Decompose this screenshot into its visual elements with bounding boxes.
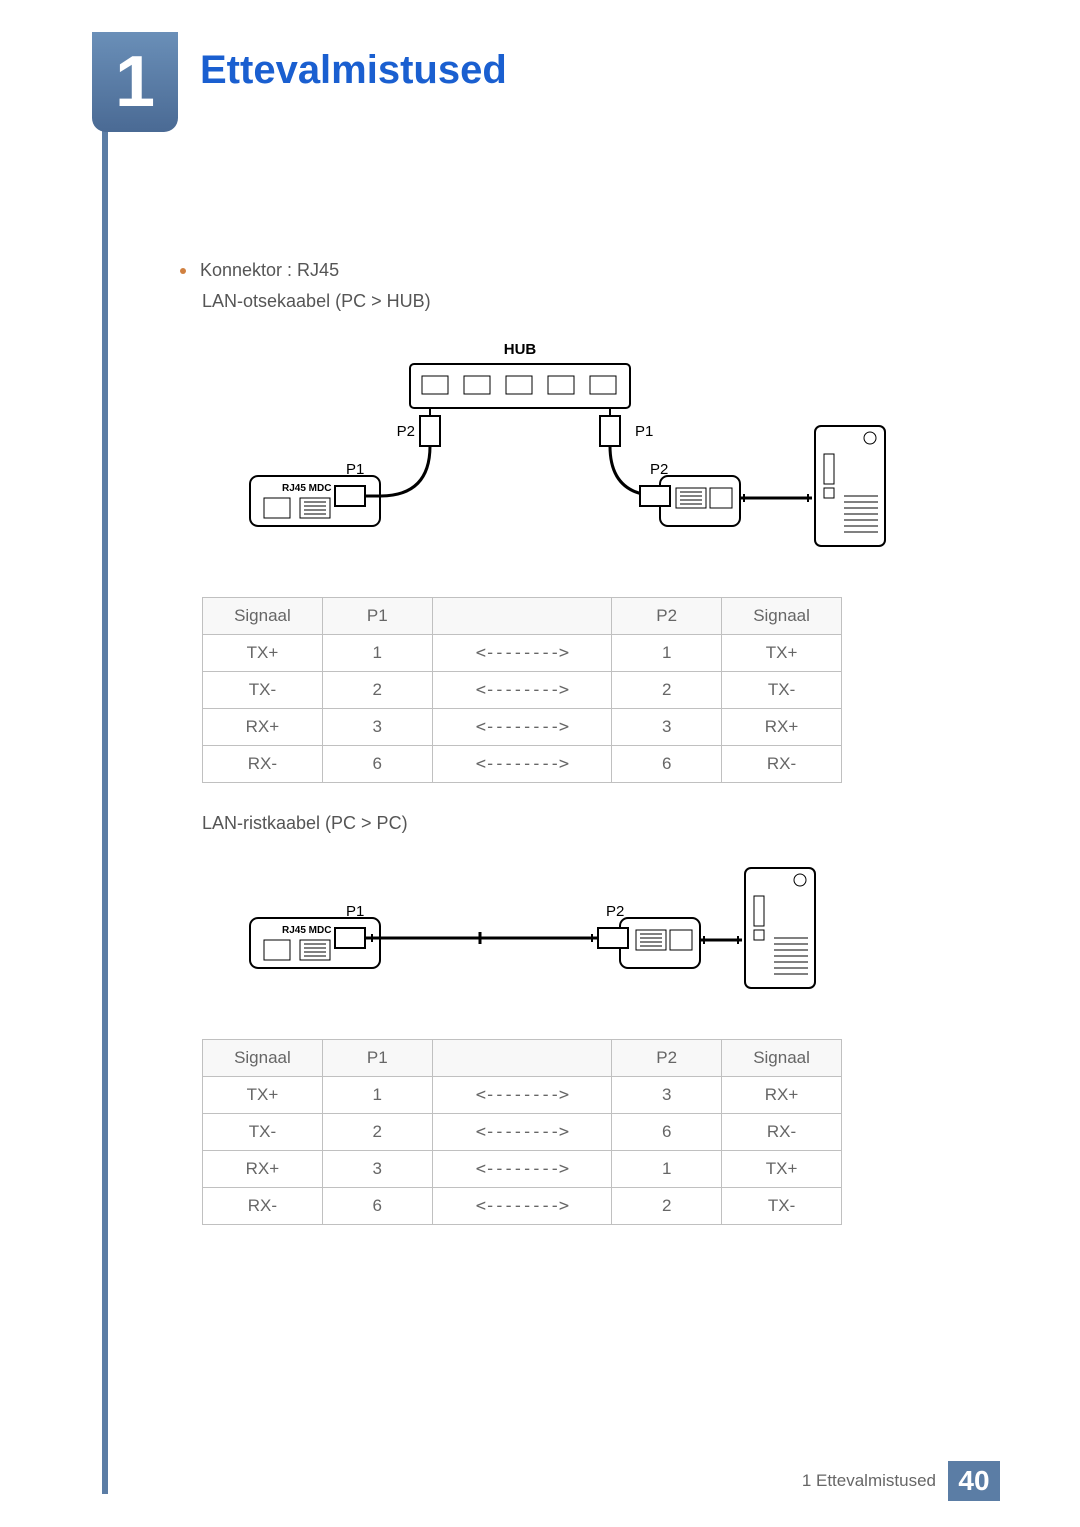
table-row: TX+1<-------->3RX+ [203, 1077, 842, 1114]
footer-page-number: 40 [948, 1461, 1000, 1501]
svg-text:P2: P2 [397, 423, 415, 440]
th-p2: P2 [612, 1040, 722, 1077]
section2-title: LAN-ristkaabel (PC > PC) [202, 813, 940, 834]
footer: 1 Ettevalmistused 40 [802, 1461, 1000, 1501]
table-row: TX-2<-------->2TX- [203, 672, 842, 709]
table-header-row: Signaal P1 P2 Signaal [203, 1040, 842, 1077]
table-row: RX+3<-------->1TX+ [203, 1151, 842, 1188]
diagram-pc-hub: HUB P2 P1 RJ45 MDC [220, 336, 940, 571]
hub-label: HUB [504, 341, 537, 358]
pc-tower-icon [745, 868, 815, 988]
bullet-text: Konnektor : RJ45 [200, 260, 339, 280]
table-straight-cable: Signaal P1 P2 Signaal TX+1<-------->1TX+… [202, 597, 842, 783]
th-p2: P2 [612, 598, 722, 635]
table-row: TX+1<-------->1TX+ [203, 635, 842, 672]
table2-body: TX+1<-------->3RX+ TX-2<-------->6RX- RX… [203, 1077, 842, 1225]
table-header-row: Signaal P1 P2 Signaal [203, 598, 842, 635]
svg-text:P2: P2 [650, 461, 668, 478]
diagram-pc-pc: RJ45 MDC P1 P2 [220, 858, 940, 1013]
th-signal-l: Signaal [203, 598, 323, 635]
table1-body: TX+1<-------->1TX+ TX-2<-------->2TX- RX… [203, 635, 842, 783]
bullet-icon [180, 268, 186, 274]
table-row: RX-6<-------->6RX- [203, 746, 842, 783]
left-accent-bar [102, 32, 108, 1494]
svg-text:P1: P1 [346, 461, 364, 478]
bullet-line: Konnektor : RJ45 [180, 260, 940, 281]
svg-text:RJ45 MDC: RJ45 MDC [282, 483, 331, 494]
table-cross-cable: Signaal P1 P2 Signaal TX+1<-------->3RX+… [202, 1039, 842, 1225]
th-signal-r: Signaal [722, 598, 842, 635]
chapter-badge: 1 [92, 32, 178, 132]
section1-title: LAN-otsekaabel (PC > HUB) [202, 291, 940, 312]
th-arrow [432, 598, 612, 635]
th-p1: P1 [322, 1040, 432, 1077]
page-title: Ettevalmistused [200, 48, 507, 93]
svg-text:P1: P1 [346, 903, 364, 920]
table-row: RX-6<-------->2TX- [203, 1188, 842, 1225]
table-row: TX-2<-------->6RX- [203, 1114, 842, 1151]
svg-text:P2: P2 [606, 903, 624, 920]
svg-text:P1: P1 [635, 423, 653, 440]
content-area: Konnektor : RJ45 LAN-otsekaabel (PC > HU… [180, 260, 940, 1255]
table-row: RX+3<-------->3RX+ [203, 709, 842, 746]
th-p1: P1 [322, 598, 432, 635]
th-signal-l: Signaal [203, 1040, 323, 1077]
th-arrow [432, 1040, 612, 1077]
footer-label: 1 Ettevalmistused [802, 1471, 936, 1491]
th-signal-r: Signaal [722, 1040, 842, 1077]
svg-text:RJ45 MDC: RJ45 MDC [282, 925, 331, 936]
chapter-number: 1 [115, 41, 155, 123]
pc-tower-icon [815, 426, 885, 546]
